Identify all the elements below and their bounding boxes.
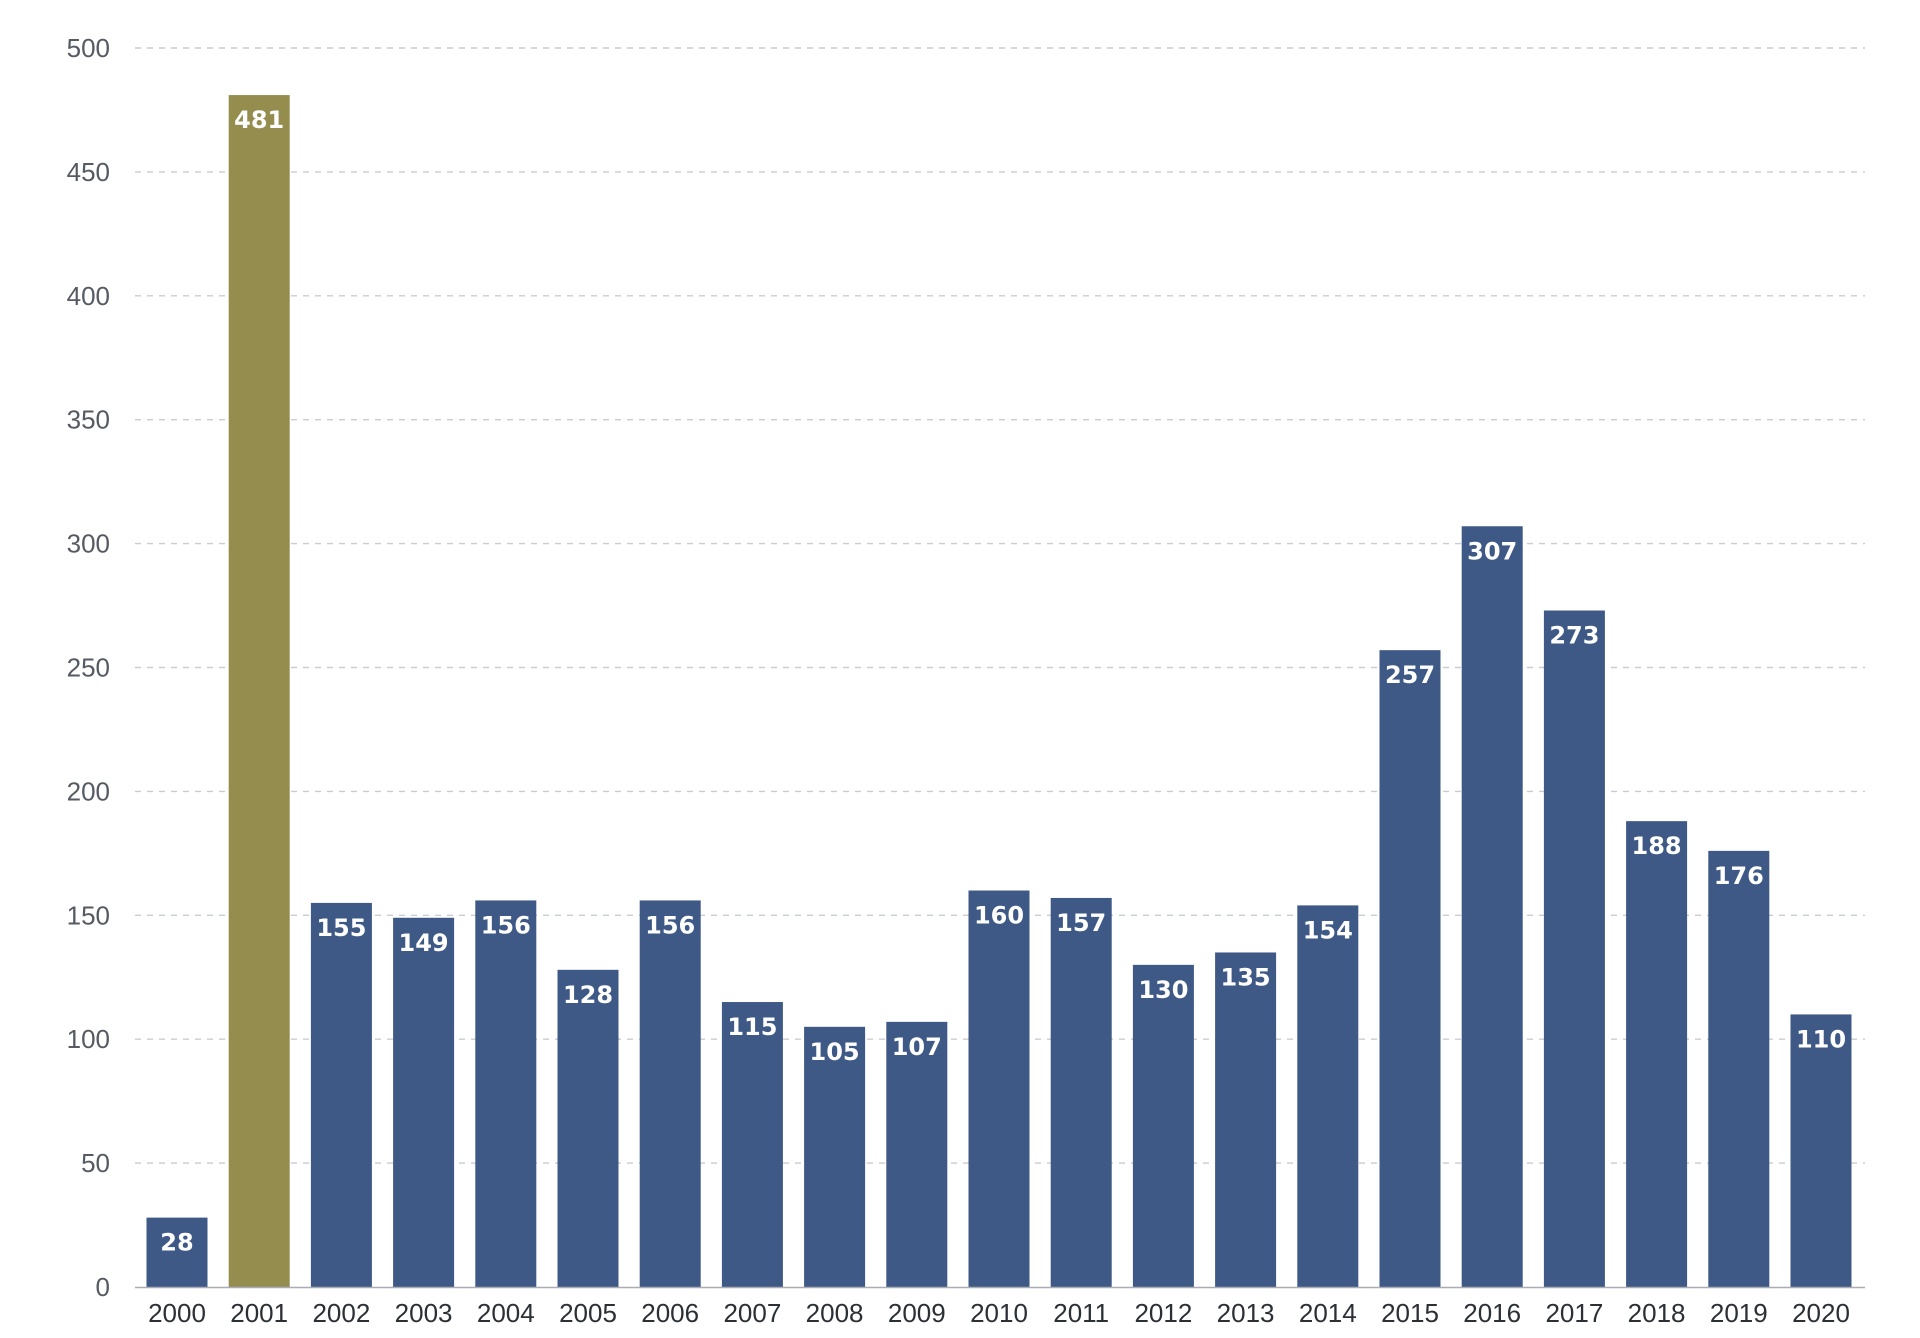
bar-2015 bbox=[1379, 650, 1441, 1287]
data-label-2005: 128 bbox=[563, 981, 613, 1009]
y-axis-tick-labels: 0 50 100 150 200 250 300 350 400 450 500 bbox=[67, 33, 110, 1302]
data-labels: 28 481 155 149 156 128 156 115 105 107 160 157 130 13… bbox=[160, 106, 1846, 1257]
data-label-2019: 176 bbox=[1714, 862, 1764, 890]
bar-2006 bbox=[639, 900, 701, 1287]
x-tick-label: 2018 bbox=[1628, 1298, 1686, 1328]
x-tick-label: 2002 bbox=[312, 1298, 370, 1328]
bar-2003 bbox=[393, 917, 455, 1287]
bars bbox=[146, 95, 1852, 1287]
y-tick-label: 400 bbox=[67, 281, 110, 311]
data-label-2020: 110 bbox=[1796, 1025, 1846, 1053]
x-tick-label: 2000 bbox=[148, 1298, 206, 1328]
x-tick-label: 2020 bbox=[1792, 1298, 1850, 1328]
x-tick-label: 2009 bbox=[888, 1298, 946, 1328]
data-label-2009: 107 bbox=[892, 1033, 942, 1061]
data-label-2013: 135 bbox=[1221, 963, 1271, 991]
bar-2007 bbox=[721, 1002, 783, 1287]
data-label-2006: 156 bbox=[645, 911, 695, 939]
data-label-2014: 154 bbox=[1303, 916, 1353, 944]
x-tick-label: 2006 bbox=[641, 1298, 699, 1328]
data-label-2010: 160 bbox=[974, 902, 1024, 930]
bar-2016 bbox=[1461, 526, 1523, 1287]
bar-2004 bbox=[475, 900, 537, 1287]
bar-2017 bbox=[1543, 610, 1605, 1287]
bar-2020 bbox=[1790, 1014, 1852, 1287]
y-tick-label: 250 bbox=[67, 653, 110, 683]
bar-2008 bbox=[804, 1026, 866, 1287]
data-label-2002: 155 bbox=[316, 914, 366, 942]
x-tick-label: 2016 bbox=[1463, 1298, 1521, 1328]
x-tick-label: 2010 bbox=[970, 1298, 1028, 1328]
bar-2009 bbox=[886, 1021, 948, 1287]
bar-2000 bbox=[146, 1217, 208, 1287]
bar-2011 bbox=[1050, 897, 1112, 1287]
bar-2001 bbox=[228, 95, 290, 1287]
y-tick-label: 200 bbox=[67, 776, 110, 806]
bar-2018 bbox=[1626, 821, 1688, 1287]
y-tick-label: 0 bbox=[96, 1272, 110, 1302]
bar-2013 bbox=[1215, 952, 1277, 1287]
data-label-2007: 115 bbox=[727, 1013, 777, 1041]
x-tick-label: 2015 bbox=[1381, 1298, 1439, 1328]
bar-2012 bbox=[1132, 964, 1194, 1287]
data-label-2001: 481 bbox=[234, 106, 284, 134]
bar-2019 bbox=[1708, 850, 1770, 1287]
x-tick-label: 2011 bbox=[1053, 1298, 1109, 1328]
bar-2010 bbox=[968, 890, 1030, 1287]
data-label-2016: 307 bbox=[1467, 537, 1517, 565]
data-label-2008: 105 bbox=[810, 1038, 860, 1066]
x-tick-label: 2019 bbox=[1710, 1298, 1768, 1328]
x-tick-label: 2017 bbox=[1545, 1298, 1603, 1328]
data-label-2004: 156 bbox=[481, 911, 531, 939]
x-tick-label: 2005 bbox=[559, 1298, 617, 1328]
x-tick-label: 2007 bbox=[723, 1298, 781, 1328]
x-tick-label: 2001 bbox=[230, 1298, 288, 1328]
x-tick-label: 2012 bbox=[1134, 1298, 1192, 1328]
y-tick-label: 50 bbox=[81, 1148, 110, 1178]
x-tick-label: 2014 bbox=[1299, 1298, 1357, 1328]
y-tick-label: 450 bbox=[67, 157, 110, 187]
data-label-2017: 273 bbox=[1549, 622, 1599, 650]
data-label-2011: 157 bbox=[1056, 909, 1106, 937]
y-tick-label: 350 bbox=[67, 405, 110, 435]
y-tick-label: 500 bbox=[67, 33, 110, 63]
x-tick-label: 2003 bbox=[395, 1298, 453, 1328]
y-tick-label: 100 bbox=[67, 1024, 110, 1054]
x-axis-tick-labels: 2000 2001 2002 2003 2004 2005 2006 2007 2008 2009… bbox=[148, 1298, 1850, 1328]
y-tick-label: 150 bbox=[67, 900, 110, 930]
x-tick-label: 2008 bbox=[806, 1298, 864, 1328]
data-label-2015: 257 bbox=[1385, 661, 1435, 689]
x-tick-label: 2004 bbox=[477, 1298, 535, 1328]
data-label-2018: 188 bbox=[1632, 832, 1682, 860]
x-tick-label: 2013 bbox=[1217, 1298, 1275, 1328]
bar-2014 bbox=[1297, 905, 1359, 1287]
y-tick-label: 300 bbox=[67, 529, 110, 559]
bar-2005 bbox=[557, 969, 619, 1287]
data-label-2003: 149 bbox=[399, 929, 449, 957]
data-label-2000: 28 bbox=[160, 1229, 193, 1257]
bar-2002 bbox=[310, 902, 372, 1287]
data-label-2012: 130 bbox=[1138, 976, 1188, 1004]
